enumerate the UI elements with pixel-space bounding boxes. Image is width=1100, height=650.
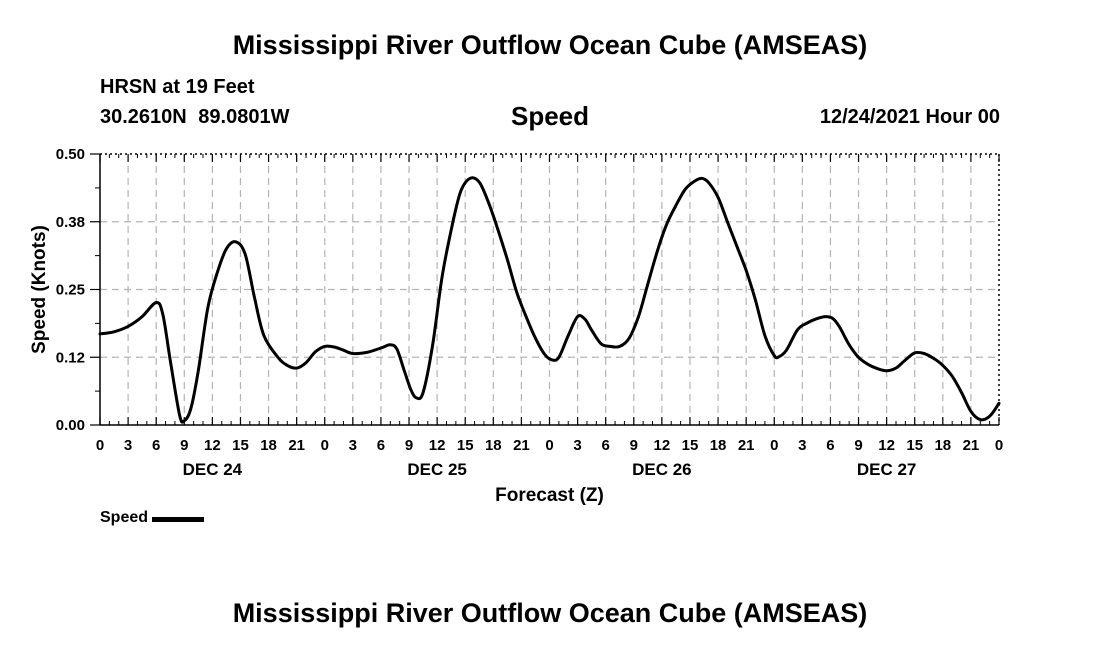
x-tick-label: 21: [963, 437, 980, 454]
x-tick-label: 9: [180, 437, 188, 454]
x-tick-label: 3: [349, 437, 357, 454]
x-tick-label: 21: [738, 437, 755, 454]
x-tick-label: 18: [710, 437, 727, 454]
grid-lines: [100, 154, 999, 425]
x-tick-label: 15: [906, 437, 923, 454]
forecast-date-label: 12/24/2021 Hour 00: [819, 106, 1000, 128]
x-tick-label: 6: [377, 437, 385, 454]
day-label: DEC 26: [632, 460, 692, 479]
day-label: DEC 25: [407, 460, 467, 479]
x-tick-label: 0: [545, 437, 553, 454]
x-tick-label: 3: [573, 437, 581, 454]
x-tick-label: 18: [260, 437, 277, 454]
y-tick-label: 0.38: [56, 214, 85, 231]
x-tick-label: 0: [995, 437, 1003, 454]
x-tick-label: 9: [854, 437, 862, 454]
footer-title: Mississippi River Outflow Ocean Cube (AM…: [232, 598, 868, 628]
x-tick-label: 0: [770, 437, 778, 454]
x-tick-label: 18: [485, 437, 502, 454]
x-tick-label: 12: [429, 437, 446, 454]
parameter-label: Speed: [510, 101, 590, 131]
y-tick-label: 0.50: [56, 146, 85, 163]
x-tick-label: 12: [654, 437, 671, 454]
x-tick-label: 6: [152, 437, 160, 454]
x-tick-label: 0: [321, 437, 329, 454]
x-tick-label: 6: [602, 437, 610, 454]
day-label: DEC 24: [183, 460, 243, 479]
day-label: DEC 27: [857, 460, 917, 479]
y-tick-label: 0.25: [56, 282, 85, 299]
y-tick-label: 0.00: [56, 417, 85, 434]
y-axis-label: Speed (Knots): [29, 225, 50, 354]
speed-series-line: [98, 176, 1001, 424]
y-tick-label: 0.12: [56, 349, 85, 366]
x-tick-label: 12: [204, 437, 221, 454]
x-tick-label: 9: [405, 437, 413, 454]
chart-title: Mississippi River Outflow Ocean Cube (AM…: [232, 30, 868, 60]
x-tick-label: 3: [124, 437, 132, 454]
x-tick-label: 9: [630, 437, 638, 454]
x-tick-label: 21: [288, 437, 305, 454]
coordinates-label: 30.2610N 89.0801W: [100, 106, 290, 128]
x-tick-label: 12: [878, 437, 895, 454]
tick-labels: 0 3 6 9 12 15 18 21 0 3 6 9 12 15 18 21 0 3 6 9 12 15 18 21 0 3 6 9…: [56, 146, 1003, 479]
axes: [90, 153, 1000, 426]
x-tick-label: 15: [457, 437, 474, 454]
x-tick-label: 3: [798, 437, 806, 454]
legend-swatch: [152, 517, 205, 522]
series-layer: [98, 176, 1001, 424]
legend-label: Speed: [100, 509, 149, 526]
x-tick-label: 18: [934, 437, 951, 454]
legend: Speed: [100, 509, 205, 527]
x-axis-label: Forecast (Z): [495, 485, 604, 506]
x-tick-label: 15: [682, 437, 699, 454]
x-tick-label: 21: [513, 437, 530, 454]
x-tick-label: 0: [96, 437, 104, 454]
station-label: HRSN at 19 Feet: [100, 76, 255, 98]
x-tick-label: 15: [232, 437, 249, 454]
x-tick-label: 6: [826, 437, 834, 454]
